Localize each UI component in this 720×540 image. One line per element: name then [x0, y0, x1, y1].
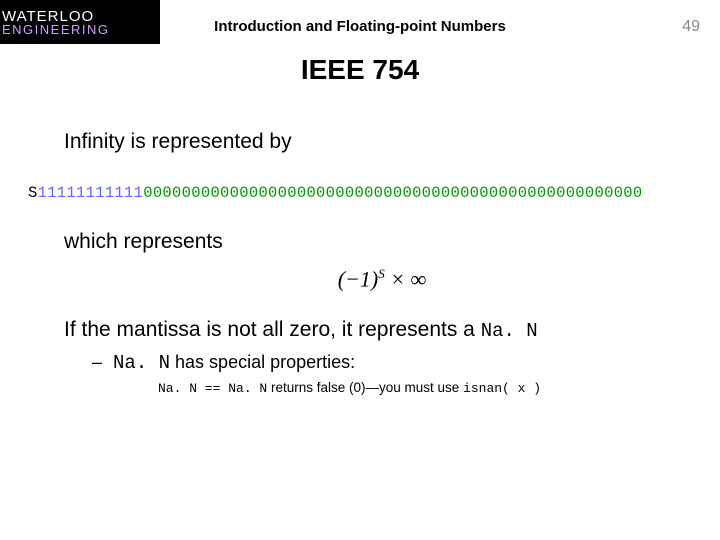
- p3-nan: Na. N: [481, 320, 538, 342]
- para-nan: If the mantissa is not all zero, it repr…: [64, 318, 700, 342]
- bullet-nan: Na. N: [113, 352, 170, 374]
- slide-content: Infinity is represented by S111111111110…: [64, 130, 700, 396]
- bit-exponent: 11111111111: [38, 184, 144, 202]
- formula-tail: × ∞: [385, 266, 427, 291]
- logo: WATERLOO ENGINEERING: [0, 9, 110, 36]
- bit-pattern: S111111111110000000000000000000000000000…: [28, 184, 700, 202]
- slide-number: 49: [682, 18, 700, 36]
- bit-mantissa: 0000000000000000000000000000000000000000…: [143, 184, 642, 202]
- bit-sign: S: [28, 184, 38, 202]
- bullet-nan-props: – Na. N has special properties:: [92, 352, 700, 374]
- sub-code-a: Na. N == Na. N: [158, 381, 267, 396]
- bullet-dash: –: [92, 352, 108, 373]
- slide-subtitle: Introduction and Floating-point Numbers: [212, 18, 508, 35]
- para-infinity: Infinity is represented by: [64, 130, 700, 154]
- sub-code-c: isnan( x ): [463, 381, 541, 396]
- para-which-represents: which represents: [64, 230, 700, 254]
- infinity-formula: (−1)S × ∞: [64, 266, 700, 292]
- sub-bullet-isnan: Na. N == Na. N returns false (0)—you mus…: [158, 380, 700, 396]
- formula-base: (−1): [338, 266, 379, 291]
- p3-text: If the mantissa is not all zero, it repr…: [64, 318, 481, 341]
- bullet-text: has special properties:: [170, 352, 355, 372]
- slide-title: IEEE 754: [301, 54, 419, 86]
- logo-bottom: ENGINEERING: [2, 23, 110, 36]
- sub-text-b: returns false (0)—you must use: [267, 380, 463, 395]
